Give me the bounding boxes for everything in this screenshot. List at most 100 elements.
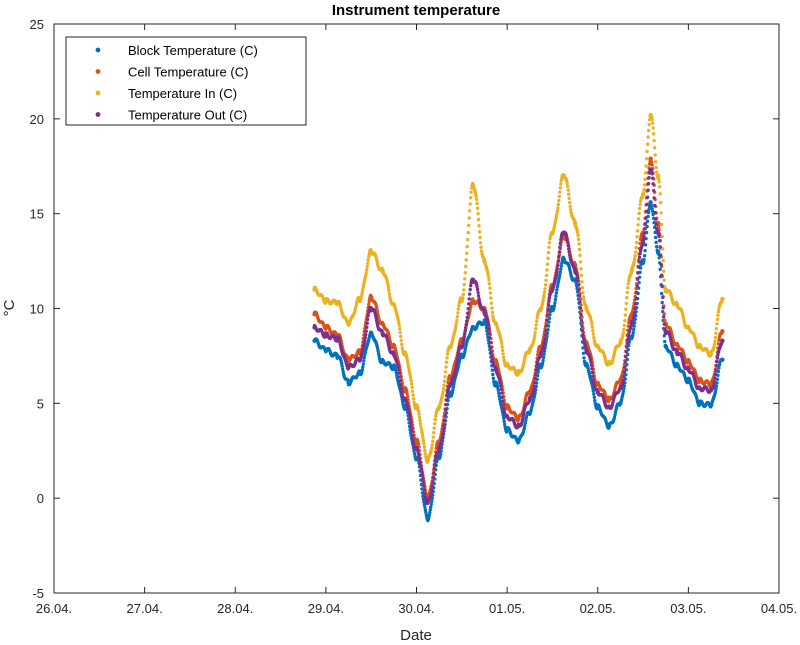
data-point — [654, 226, 659, 231]
data-point — [644, 157, 649, 161]
data-point — [373, 313, 378, 318]
data-point — [566, 184, 570, 189]
data-point-anchor — [425, 458, 431, 463]
data-point-anchor — [697, 378, 702, 383]
data-point — [533, 330, 537, 335]
data-point — [578, 260, 583, 264]
data-point-anchor — [335, 336, 340, 342]
data-point-anchor — [470, 298, 476, 304]
data-point — [582, 356, 586, 360]
data-point — [543, 333, 548, 337]
data-point — [419, 424, 423, 429]
data-point — [463, 347, 467, 352]
data-point-anchor — [380, 330, 385, 336]
data-point-anchor — [674, 342, 680, 347]
data-point — [566, 192, 571, 196]
data-point-anchor — [550, 306, 555, 311]
data-point — [361, 362, 366, 366]
data-point — [454, 324, 458, 328]
data-point — [421, 480, 426, 484]
data-point — [463, 329, 467, 333]
data-point — [650, 209, 655, 214]
data-point — [362, 356, 366, 360]
data-point — [634, 290, 639, 295]
data-point — [534, 368, 538, 373]
data-point — [490, 357, 495, 362]
data-point — [397, 371, 401, 375]
data-point — [715, 322, 719, 326]
data-point — [443, 370, 448, 374]
y-tick-label: 5 — [37, 396, 44, 411]
data-point — [409, 421, 413, 426]
data-point-anchor — [655, 249, 661, 254]
data-point — [637, 260, 641, 264]
data-point — [658, 192, 662, 196]
data-point — [714, 364, 719, 368]
data-point — [559, 178, 563, 183]
data-point — [646, 135, 650, 139]
data-point — [558, 186, 563, 190]
data-point — [645, 149, 649, 154]
data-point-anchor — [527, 348, 532, 353]
data-point-anchor — [323, 298, 329, 304]
data-point-anchor — [595, 344, 600, 349]
data-point — [712, 382, 716, 387]
data-point — [643, 227, 647, 231]
data-point — [500, 345, 504, 349]
data-point-anchor — [572, 220, 578, 226]
y-tick-label: -5 — [32, 586, 44, 601]
data-point — [654, 245, 659, 249]
data-point — [632, 324, 636, 328]
data-point — [463, 332, 467, 336]
data-point — [474, 194, 478, 198]
data-point — [659, 211, 663, 215]
data-point — [622, 387, 626, 391]
data-point — [454, 367, 458, 371]
data-point — [454, 321, 459, 326]
data-point — [408, 418, 413, 423]
data-point-anchor — [663, 344, 668, 349]
data-point — [367, 254, 371, 259]
data-point — [716, 353, 720, 357]
legend-label: Temperature In (C) — [128, 86, 237, 101]
data-point-anchor — [629, 268, 634, 273]
data-point — [635, 284, 639, 288]
data-point — [467, 292, 472, 296]
data-point — [545, 268, 549, 272]
data-point-anchor — [470, 183, 476, 188]
data-point — [542, 293, 546, 298]
data-point — [645, 219, 650, 223]
data-point — [466, 230, 470, 235]
data-point — [487, 282, 492, 286]
data-point — [632, 257, 637, 261]
data-point — [576, 237, 581, 242]
y-tick-label: 15 — [30, 207, 44, 222]
data-point — [462, 335, 466, 339]
data-point-anchor — [380, 321, 385, 326]
data-point — [581, 351, 586, 356]
data-point — [497, 391, 501, 395]
data-point-anchor — [708, 403, 714, 408]
data-point — [714, 326, 719, 331]
data-point — [396, 365, 400, 369]
data-point-anchor — [629, 334, 634, 340]
data-point — [712, 342, 717, 347]
x-tick-label: 29.04. — [308, 601, 344, 616]
data-point — [555, 212, 559, 216]
data-point — [524, 418, 528, 422]
data-point — [432, 430, 436, 435]
legend-marker — [95, 112, 101, 117]
data-point — [500, 399, 505, 403]
data-point — [557, 250, 562, 254]
data-point — [468, 287, 472, 292]
data-point — [476, 211, 480, 216]
x-tick-label: 26.04. — [36, 601, 72, 616]
data-point — [443, 374, 447, 379]
data-point — [486, 272, 490, 276]
data-point — [502, 419, 506, 423]
data-point — [650, 121, 655, 125]
data-point-anchor — [708, 351, 714, 357]
data-point — [653, 217, 658, 221]
data-point — [635, 229, 640, 233]
